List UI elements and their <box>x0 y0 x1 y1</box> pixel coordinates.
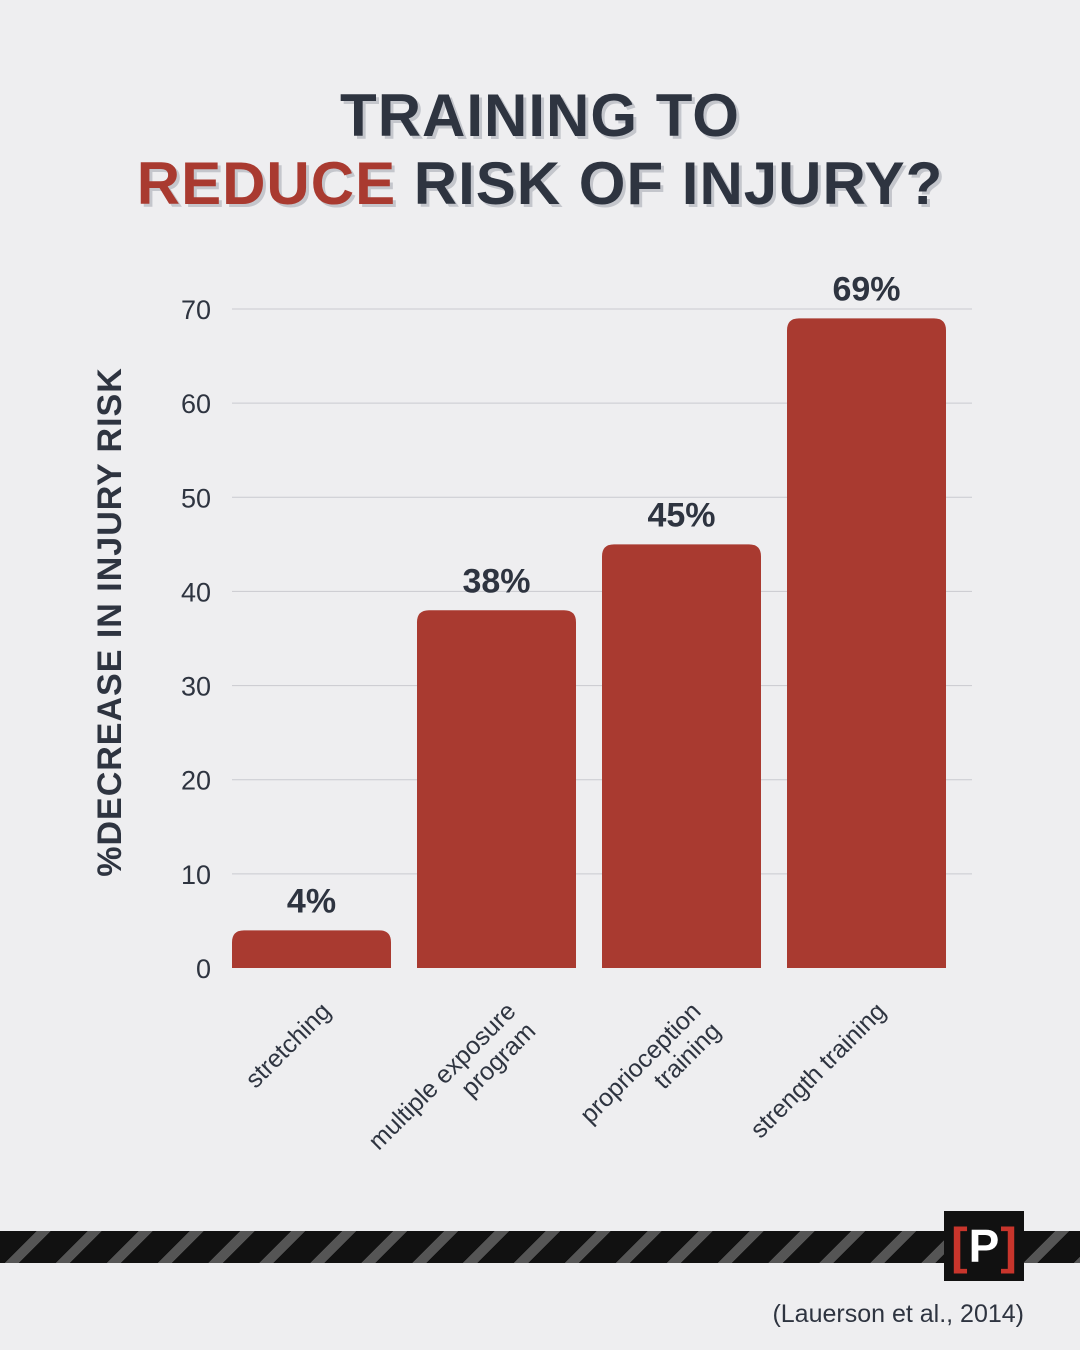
logo-bracket-right: ] <box>1000 1218 1017 1274</box>
chart-title: TRAINING TO REDUCE RISK OF INJURY? <box>0 82 1080 218</box>
title-line-1: TRAINING TO <box>340 82 740 149</box>
x-tick-label-0-line-0: stretching <box>240 997 336 1093</box>
bar-3 <box>787 318 946 968</box>
logo-letter: P <box>968 1220 1000 1272</box>
bar-0 <box>232 930 391 968</box>
footer-stripe <box>0 1231 1080 1263</box>
y-tick-label-0: 0 <box>196 954 211 984</box>
bar-2 <box>602 544 761 968</box>
title-line-2-rest: RISK OF INJURY? <box>396 150 944 217</box>
y-axis-label: %DECREASE IN INJURY RISK <box>91 367 129 877</box>
data-label-3: 69% <box>832 270 900 308</box>
y-tick-label-30: 30 <box>181 672 211 702</box>
title-line-2: REDUCE RISK OF INJURY? <box>0 150 1080 218</box>
bar-chart: 0 10 20 30 40 50 60 70 %DECREASE IN INJURY RISK 4… <box>91 270 972 1156</box>
y-tick-label-40: 40 <box>181 577 211 607</box>
y-tick-label-70: 70 <box>181 295 211 325</box>
y-tick-label-20: 20 <box>181 766 211 796</box>
x-tick-label-0: stretching <box>240 997 336 1093</box>
brand-logo: [P] <box>944 1211 1024 1281</box>
y-tick-label-60: 60 <box>181 389 211 419</box>
bar-1 <box>417 610 576 968</box>
data-label-0: 4% <box>287 882 336 920</box>
title-accent-word: REDUCE <box>136 150 397 217</box>
data-label-2: 45% <box>647 496 715 534</box>
y-tick-label-50: 50 <box>181 483 211 513</box>
y-tick-label-10: 10 <box>181 860 211 890</box>
data-label-1: 38% <box>462 562 530 600</box>
logo-bracket-left: [ <box>951 1218 968 1274</box>
x-tick-label-3-line-0: strength training <box>745 997 892 1144</box>
citation: (Lauerson et al., 2014) <box>772 1300 1024 1328</box>
x-tick-label-3: strength training <box>745 997 892 1144</box>
